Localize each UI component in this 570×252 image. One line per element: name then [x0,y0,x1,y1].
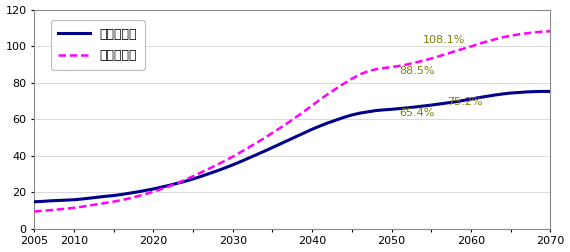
Text: 108.1%: 108.1% [424,36,466,45]
Text: 75.2%: 75.2% [447,97,483,107]
노인부양비 [158,186,165,189]
Line: 제도부양비: 제도부양비 [34,31,550,211]
노인부양비 [507,91,514,94]
노인부양비 [539,90,546,93]
제도부양비 [31,210,38,213]
Line: 노인부양비: 노인부양비 [34,91,550,202]
노인부양비 [190,177,197,180]
Text: 65.4%: 65.4% [400,108,435,118]
제도부양비 [507,34,514,37]
제도부양비 [435,55,442,58]
Text: 88.5%: 88.5% [400,66,435,76]
제도부양비 [158,187,165,191]
노인부양비 [31,200,38,203]
제도부양비 [253,141,260,144]
제도부양비 [190,175,197,178]
노인부양비 [435,103,442,106]
제도부양비 [547,30,553,33]
노인부양비 [253,153,260,156]
제도부양비 [110,200,117,203]
노인부양비 [71,198,78,201]
Legend: 노인부양비, 제도부양비: 노인부양비, 제도부양비 [51,20,145,70]
노인부양비 [547,90,553,93]
